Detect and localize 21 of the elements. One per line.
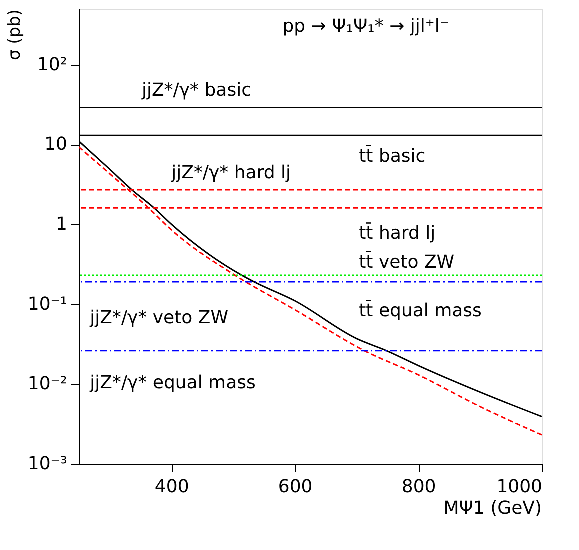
annotation: tt̄ hard lj	[359, 222, 436, 244]
annotation: tt̄ equal mass	[359, 299, 482, 322]
x-tick-label: 800	[402, 476, 436, 498]
y-tick-label: 1	[56, 214, 68, 235]
x-tick-label: 1000	[496, 476, 542, 498]
annotation: jjZ*/γ* veto ZW	[89, 307, 229, 328]
y-axis-title: σ (pb)	[4, 10, 25, 61]
y-tick-label: 10²	[37, 54, 68, 76]
annotation: jjZ*/γ* equal mass	[89, 372, 256, 394]
y-tick-label: 10⁻¹	[28, 294, 68, 315]
annotation: tt̄ basic	[359, 144, 426, 167]
x-tick-label: 600	[278, 476, 313, 498]
annotation: tt̄ veto ZW	[359, 250, 455, 273]
y-tick-label: 10	[44, 134, 68, 156]
annotation: jjZ*/γ* hard lj	[170, 162, 292, 184]
x-axis-title: MΨ1 (GeV)	[444, 498, 542, 519]
annotation: jjZ*/γ* basic	[140, 80, 252, 101]
y-tick-label: 10⁻³	[28, 454, 68, 474]
chart-title: pp → Ψ₁Ψ₁* → jjl⁺l⁻	[282, 16, 450, 37]
y-tick-label: 10⁻²	[28, 374, 68, 395]
x-tick-label: 400	[154, 476, 190, 498]
